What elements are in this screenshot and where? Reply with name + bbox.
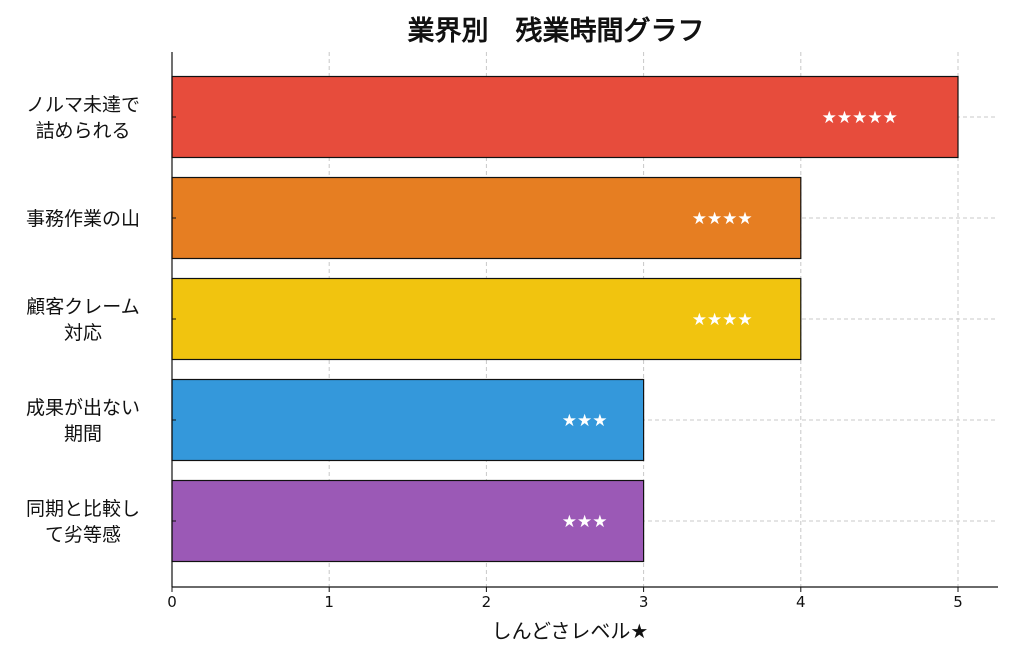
y-tick-labels: ノルマ未達で詰められる事務作業の山顧客クレーム対応成果が出ない期間同期と比較して…	[26, 94, 140, 546]
x-tick-labels: 0 1 2 3 4 5	[167, 593, 963, 611]
bar-value-label: ★★★★★	[822, 108, 898, 128]
y-tick-label: ノルマ未達で詰められる	[26, 94, 140, 142]
x-tick-label: 2	[482, 593, 492, 611]
bar-value-label: ★★★	[562, 512, 608, 532]
y-tick-label: 同期と比較して劣等感	[26, 498, 140, 546]
y-tick-label: 事務作業の山	[26, 208, 140, 230]
x-tick-label: 1	[324, 593, 334, 611]
bar-labels: ★★★★★★★★★★★★★★★★★★★	[562, 108, 898, 532]
bar-value-label: ★★★★	[692, 310, 753, 330]
bar	[171, 75, 959, 159]
x-tick-label: 4	[796, 593, 806, 611]
bar-value-label: ★★★	[562, 411, 608, 431]
x-tick-label: 3	[639, 593, 649, 611]
y-tick-label: 成果が出ない期間	[26, 397, 140, 445]
x-tick-label: 5	[953, 593, 963, 611]
x-axis-label: しんどさレベル★	[492, 619, 649, 643]
bar-value-label: ★★★★	[692, 209, 753, 229]
x-tick-label: 0	[167, 593, 177, 611]
bar	[171, 378, 645, 462]
bar	[171, 277, 802, 361]
y-tick-label: 顧客クレーム対応	[26, 296, 139, 344]
axes	[171, 52, 998, 592]
chart-title: 業界別 残業時間グラフ	[408, 15, 705, 47]
bar	[171, 479, 645, 563]
